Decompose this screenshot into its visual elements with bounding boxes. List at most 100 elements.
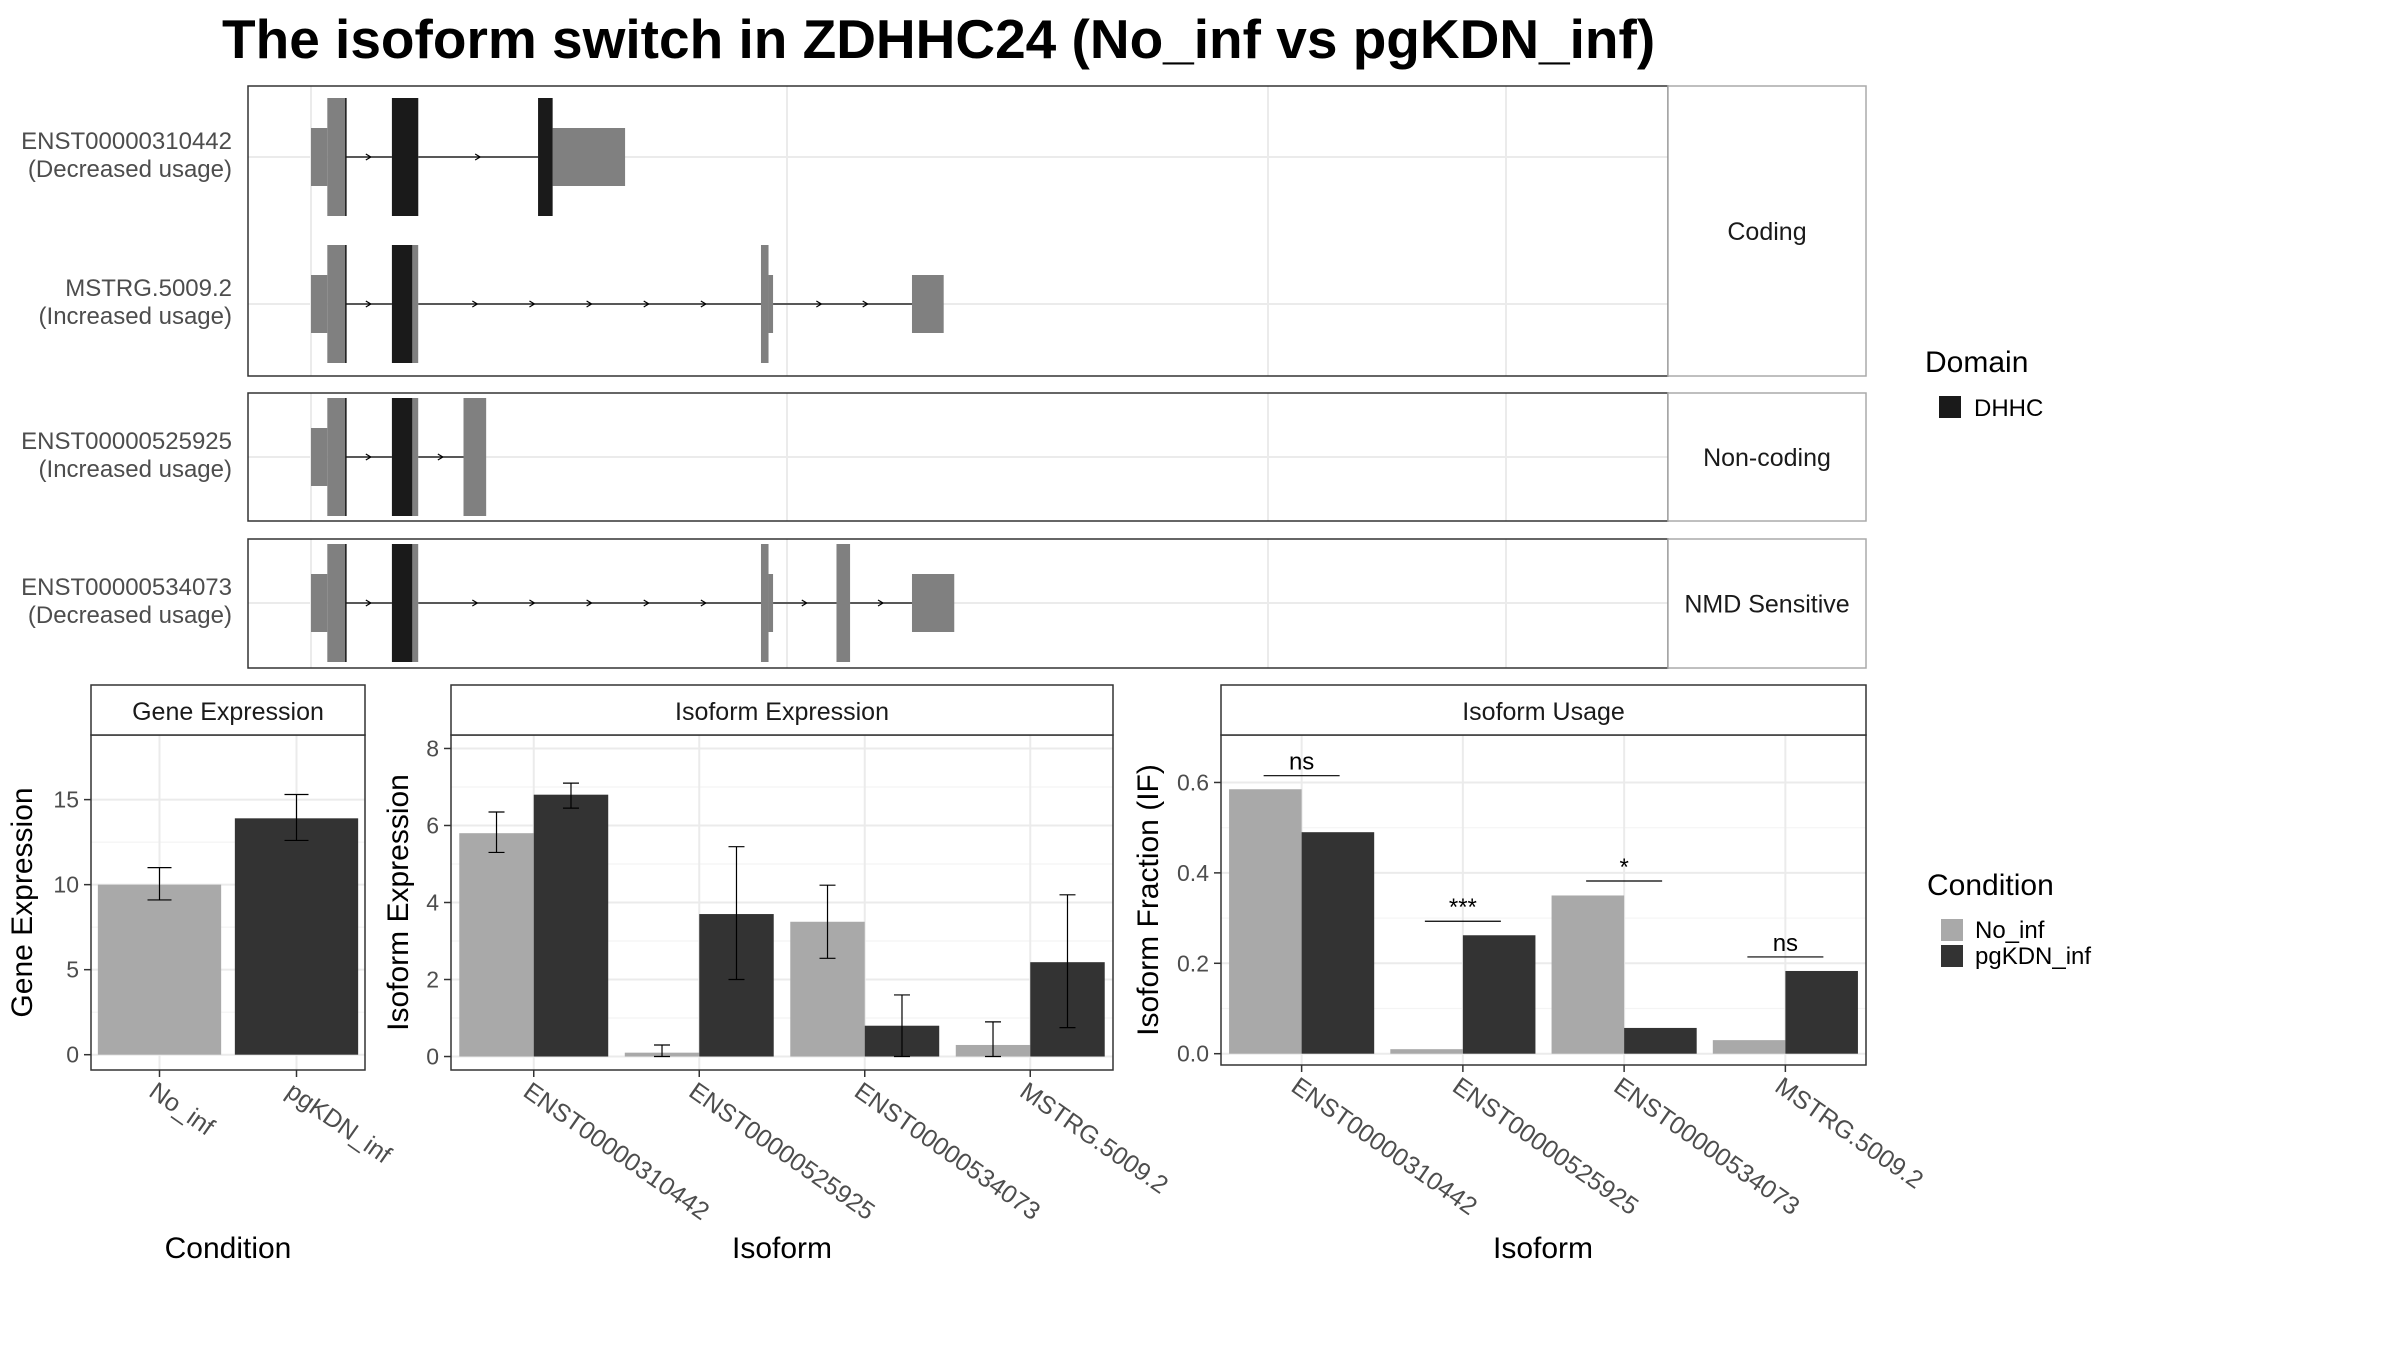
facet-strip <box>1667 392 1867 522</box>
dhhc-domain <box>391 245 413 363</box>
chart-title: Isoform Usage <box>1462 698 1625 726</box>
intron-arrow <box>474 153 482 161</box>
coding-exon <box>836 544 851 662</box>
intron-arrow <box>529 300 536 308</box>
facet-background <box>248 86 1668 376</box>
dhhc-domain <box>345 544 347 662</box>
x-tick-label: pgKDN_inf <box>281 1077 396 1169</box>
utr-exon <box>911 574 955 632</box>
significance-label: ns <box>1773 930 1798 957</box>
legend-label: DHHC <box>1974 395 2043 422</box>
bar-pgkdn-inf <box>533 794 609 1057</box>
x-tick-label: No_inf <box>144 1077 219 1141</box>
utr-exon <box>311 428 328 486</box>
y-tick-label: 4 <box>426 890 439 916</box>
utr-exon <box>311 574 328 632</box>
transcript-facet-1: Non-coding <box>247 392 1867 522</box>
transcript-usage-label: (Increased usage) <box>39 456 232 483</box>
intron-arrow <box>643 599 650 607</box>
intron-arrow <box>877 599 885 607</box>
domain-legend-title: Domain <box>1925 346 2028 379</box>
utr-exon <box>552 128 626 186</box>
legend-label: pgKDN_inf <box>1975 943 2091 970</box>
domain-legend: Domain DHHC <box>1925 346 2043 422</box>
chart-title: Gene Expression <box>132 698 324 726</box>
facet-strip-label: Non-coding <box>1703 444 1831 472</box>
x-axis-title: Isoform <box>1493 1232 1593 1265</box>
transcript-row <box>248 245 1668 363</box>
transcript-structure-panel: Coding ENST00000310442 (Decreased usage) MS… <box>21 85 1867 669</box>
significance-label: *** <box>1449 894 1477 921</box>
coding-exon <box>760 245 769 363</box>
condition-legend-title: Condition <box>1927 869 2054 902</box>
dhhc-domain <box>345 245 347 363</box>
y-tick-label: 6 <box>426 812 439 838</box>
bar-pgkdn-inf <box>1462 935 1536 1054</box>
facet-strip <box>1667 85 1867 377</box>
legend-key-pgkdn-inf <box>1941 945 1963 967</box>
coding-exon <box>760 544 769 662</box>
y-tick-label: 5 <box>66 957 79 983</box>
transcript-id-label: ENST00000525925 <box>21 428 232 455</box>
bar-charts: Gene Expression 0 5 10 15 No_inf pgKDN_inf Cond… <box>6 684 1928 1265</box>
bar-pgkdn-inf <box>234 818 359 1055</box>
dhhc-domain <box>345 398 347 516</box>
intron-arrow <box>816 300 823 308</box>
intron-arrow <box>700 599 708 607</box>
chart-strip <box>1220 684 1867 736</box>
bar-pgkdn-inf <box>1301 832 1375 1054</box>
chart-strip <box>90 684 366 736</box>
utr-exon <box>768 574 774 632</box>
chart-strip <box>450 684 1114 736</box>
legend-key-dhhc <box>1939 396 1961 418</box>
transcript-id-label: MSTRG.5009.2 <box>65 275 232 302</box>
x-axis-title: Condition <box>165 1232 292 1265</box>
coding-exon <box>327 245 346 363</box>
utr-exon <box>311 128 328 186</box>
y-tick-label: 0.2 <box>1177 950 1209 976</box>
x-tick-label: MSTRG.5009.2 <box>1015 1077 1173 1200</box>
dhhc-domain <box>391 398 413 516</box>
facet-strip <box>1667 538 1867 669</box>
bar-no-inf <box>1551 895 1625 1054</box>
dhhc-domain <box>538 98 553 216</box>
figure-title: The isoform switch in ZDHHC24 (No_inf vs… <box>222 8 1655 70</box>
transcript-id-label: ENST00000310442 <box>21 128 232 155</box>
legend-label: No_inf <box>1975 917 2045 944</box>
transcript-facet-0: Coding <box>247 85 1867 377</box>
transcript-row <box>248 398 1668 516</box>
x-axis-title: Isoform <box>732 1232 832 1265</box>
bar-pgkdn-inf <box>1785 970 1858 1054</box>
intron-arrow <box>472 599 479 607</box>
y-tick-label: 0.0 <box>1177 1041 1209 1067</box>
dhhc-domain <box>345 98 347 216</box>
transcript-usage-label: (Decreased usage) <box>28 602 232 629</box>
bar-no-inf <box>459 833 534 1057</box>
y-tick-label: 15 <box>53 787 79 813</box>
intron-arrow <box>862 300 869 308</box>
bar-pgkdn-inf <box>1624 1027 1697 1054</box>
chart-0: Gene Expression 0 5 10 15 No_inf pgKDN_inf Cond… <box>6 684 396 1265</box>
transcript-row <box>248 544 1668 662</box>
utr-exon <box>911 275 944 333</box>
intron-arrow <box>472 300 479 308</box>
y-axis-title: Gene Expression <box>6 787 39 1017</box>
intron-arrow <box>365 599 372 607</box>
bar-no-inf <box>1712 1040 1786 1054</box>
y-tick-label: 8 <box>426 735 439 761</box>
y-tick-label: 10 <box>53 872 79 898</box>
significance-label: ns <box>1289 749 1314 776</box>
y-axis-title: Isoform Fraction (IF) <box>1132 764 1165 1036</box>
dhhc-domain <box>391 98 419 216</box>
y-tick-label: 2 <box>426 967 439 993</box>
y-tick-label: 0.4 <box>1177 860 1209 886</box>
chart-1: Isoform Expression02468ENST00000310442EN… <box>382 684 1173 1265</box>
intron-arrow <box>365 453 372 461</box>
significance-label: * <box>1619 854 1628 881</box>
intron-arrow <box>801 599 808 607</box>
transcript-usage-label: (Increased usage) <box>39 303 232 330</box>
coding-exon <box>327 398 346 516</box>
